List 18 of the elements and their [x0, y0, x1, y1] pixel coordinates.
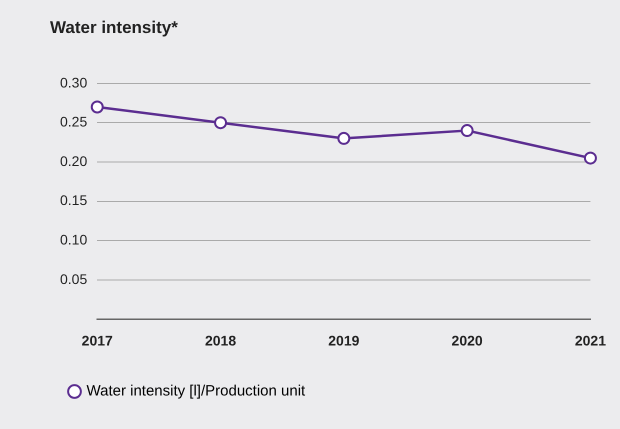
legend-label: Water intensity [l]/Production unit	[86, 382, 306, 400]
y-tick-label: 0.25	[60, 114, 88, 130]
point	[214, 116, 228, 130]
x-tick-label: 2019	[328, 332, 360, 348]
chart-title: Water intensity*	[50, 18, 178, 37]
point	[90, 100, 104, 114]
y-tick-label: 0.20	[60, 152, 88, 169]
point	[584, 152, 597, 165]
y-tick-label: 0.05	[60, 270, 88, 287]
point	[337, 132, 350, 145]
point	[460, 124, 474, 138]
x-tick-label: 2021	[574, 332, 606, 348]
x-tick-label: 2020	[452, 332, 483, 348]
x-tick-label: 2018	[204, 332, 236, 348]
y-tick-label: 0.10	[60, 231, 88, 248]
y-tick-label: 0.30	[60, 74, 88, 90]
y-tick-label: 0.15	[60, 192, 88, 208]
x-tick-label: 2017	[82, 332, 114, 348]
